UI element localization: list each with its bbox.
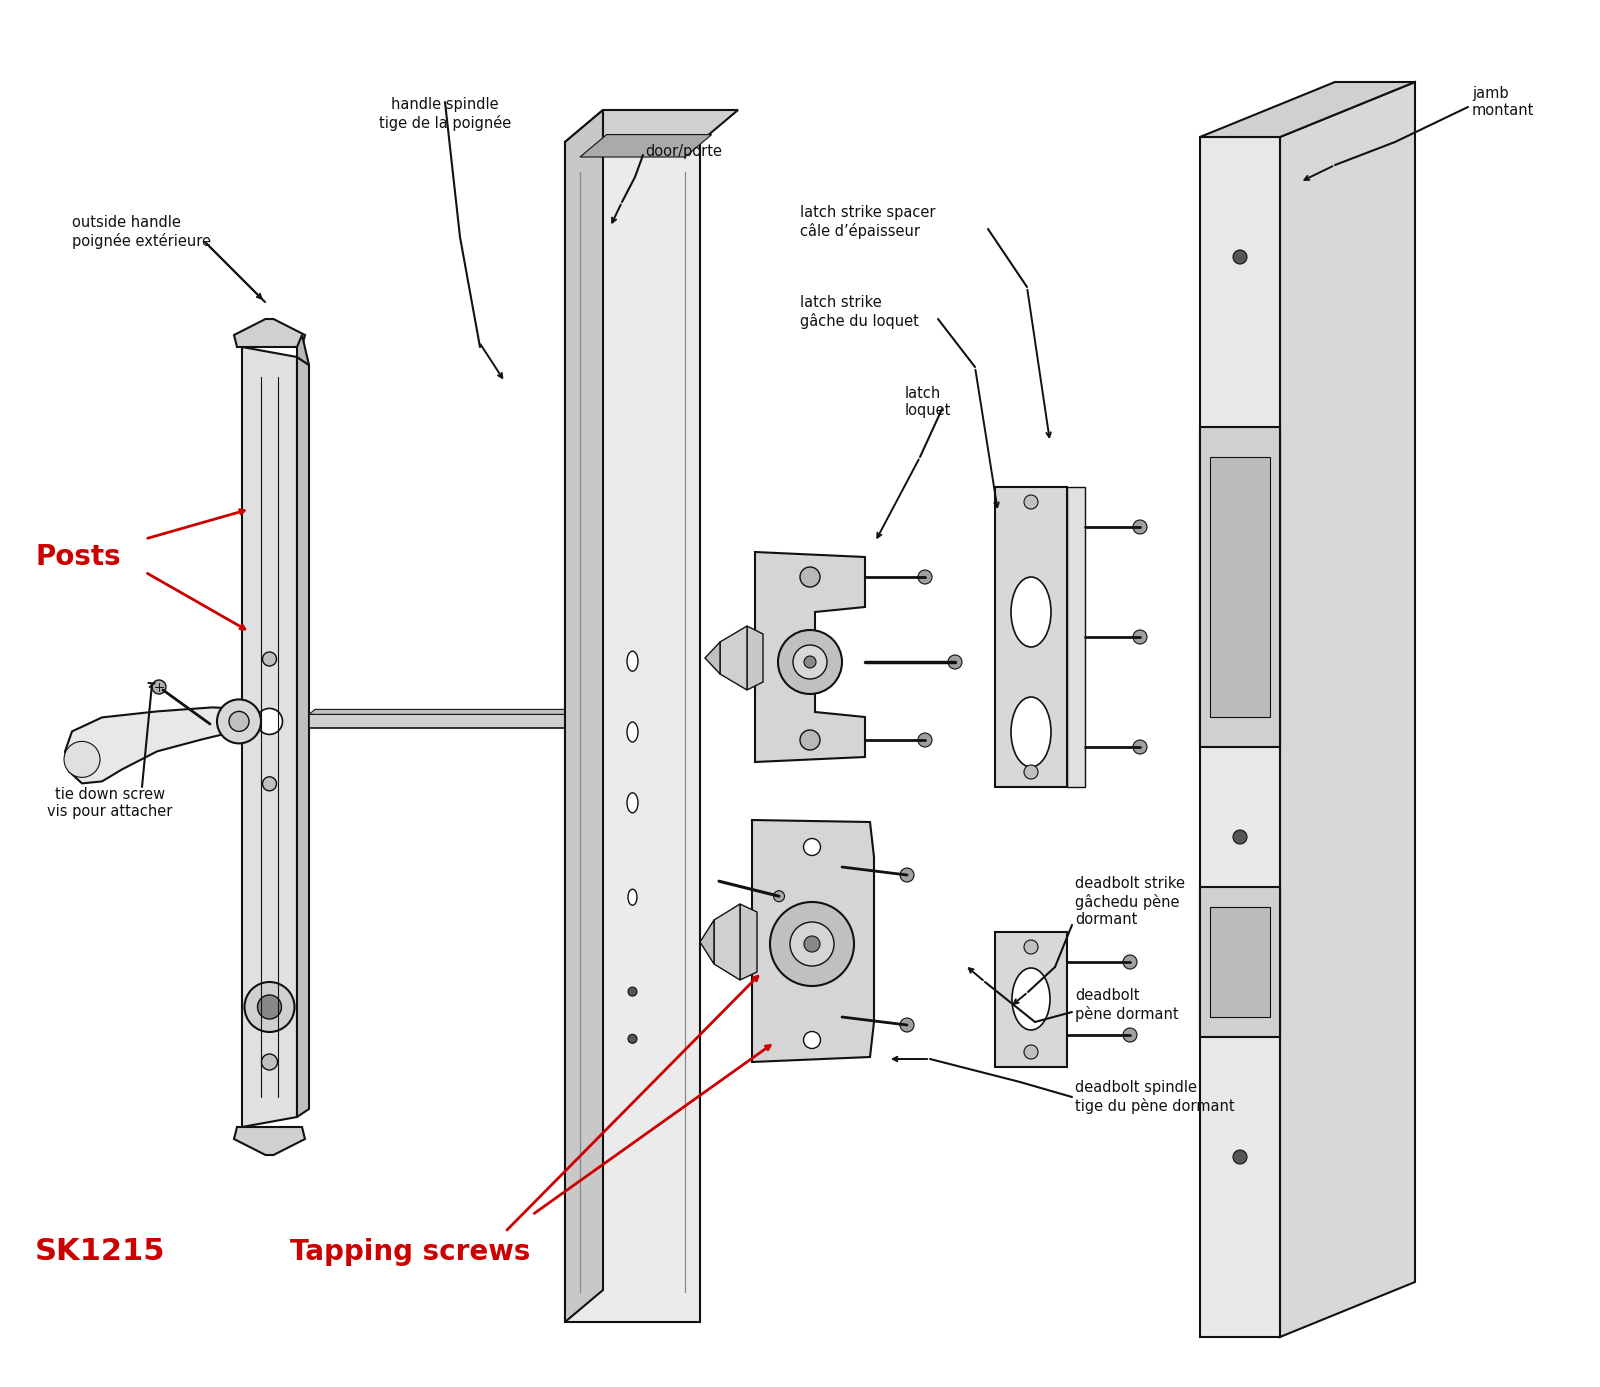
Polygon shape <box>714 904 739 981</box>
Polygon shape <box>234 319 306 347</box>
Circle shape <box>803 936 819 951</box>
Circle shape <box>949 655 962 669</box>
Text: outside handle
poignée extérieure: outside handle poignée extérieure <box>72 215 211 248</box>
Polygon shape <box>1200 888 1280 1037</box>
Polygon shape <box>581 135 712 157</box>
Ellipse shape <box>1011 968 1050 1031</box>
Polygon shape <box>720 626 747 689</box>
Ellipse shape <box>627 1035 637 1043</box>
Circle shape <box>770 902 854 986</box>
Ellipse shape <box>803 839 821 856</box>
Text: Posts: Posts <box>35 542 120 571</box>
Circle shape <box>790 922 834 965</box>
Text: tie down screw
vis pour attacher: tie down screw vis pour attacher <box>48 786 173 820</box>
Polygon shape <box>565 110 603 1322</box>
Text: jamb
montant: jamb montant <box>1472 86 1534 118</box>
Polygon shape <box>995 487 1067 786</box>
Polygon shape <box>565 110 738 141</box>
Circle shape <box>1133 630 1147 644</box>
Polygon shape <box>1280 82 1414 1337</box>
Ellipse shape <box>627 793 638 813</box>
Circle shape <box>1234 829 1246 845</box>
Circle shape <box>261 1054 277 1069</box>
Polygon shape <box>298 336 309 365</box>
Polygon shape <box>242 347 298 1128</box>
Circle shape <box>262 777 277 791</box>
Polygon shape <box>565 141 701 1322</box>
Text: handle spindle
tige de la poignée: handle spindle tige de la poignée <box>379 97 510 130</box>
Circle shape <box>805 656 816 669</box>
Circle shape <box>794 645 827 680</box>
Circle shape <box>1133 741 1147 755</box>
Circle shape <box>64 742 99 777</box>
Circle shape <box>800 567 819 587</box>
Circle shape <box>258 994 282 1019</box>
Text: deadbolt
pène dormant: deadbolt pène dormant <box>1075 988 1179 1022</box>
Polygon shape <box>1210 456 1270 717</box>
Text: deadbolt spindle
tige du pène dormant: deadbolt spindle tige du pène dormant <box>1075 1080 1235 1114</box>
Circle shape <box>1024 495 1038 509</box>
Circle shape <box>1133 520 1147 534</box>
Polygon shape <box>1210 907 1270 1017</box>
Circle shape <box>1024 766 1038 779</box>
Ellipse shape <box>1011 698 1051 767</box>
Text: SK1215: SK1215 <box>35 1237 165 1266</box>
Circle shape <box>918 732 931 748</box>
Circle shape <box>1123 956 1138 970</box>
Circle shape <box>778 630 842 694</box>
Polygon shape <box>755 552 866 761</box>
Polygon shape <box>234 1128 306 1155</box>
Polygon shape <box>747 626 763 689</box>
Polygon shape <box>309 709 571 714</box>
Polygon shape <box>1200 137 1280 1337</box>
Polygon shape <box>1200 82 1414 137</box>
Polygon shape <box>706 642 720 674</box>
Text: deadbolt strike
gâchedu pène
dormant: deadbolt strike gâchedu pène dormant <box>1075 877 1186 928</box>
Circle shape <box>256 709 283 734</box>
Circle shape <box>899 1018 914 1032</box>
Polygon shape <box>995 932 1067 1067</box>
Ellipse shape <box>627 652 638 671</box>
Polygon shape <box>66 707 237 784</box>
Circle shape <box>800 730 819 750</box>
Polygon shape <box>1067 487 1085 786</box>
Circle shape <box>218 699 261 743</box>
Circle shape <box>1024 940 1038 954</box>
Polygon shape <box>701 920 714 964</box>
Circle shape <box>773 890 784 902</box>
Circle shape <box>1123 1028 1138 1042</box>
Circle shape <box>1234 250 1246 264</box>
Circle shape <box>152 680 166 694</box>
Ellipse shape <box>803 1032 821 1049</box>
Ellipse shape <box>627 723 638 742</box>
Circle shape <box>899 868 914 882</box>
Polygon shape <box>1200 427 1280 748</box>
Circle shape <box>918 570 931 584</box>
Text: Tapping screws: Tapping screws <box>290 1239 530 1266</box>
Circle shape <box>1024 1044 1038 1060</box>
Text: door/porte: door/porte <box>645 144 722 160</box>
Polygon shape <box>309 714 565 728</box>
Circle shape <box>1234 1150 1246 1164</box>
Circle shape <box>229 712 250 731</box>
Ellipse shape <box>1011 577 1051 646</box>
Circle shape <box>262 652 277 666</box>
Circle shape <box>245 982 294 1032</box>
Polygon shape <box>752 820 874 1062</box>
Polygon shape <box>739 904 757 981</box>
Ellipse shape <box>627 988 637 996</box>
Polygon shape <box>298 356 309 1117</box>
Text: latch strike
gâche du loquet: latch strike gâche du loquet <box>800 295 918 329</box>
Ellipse shape <box>627 889 637 906</box>
Text: latch strike spacer
câle d’épaisseur: latch strike spacer câle d’épaisseur <box>800 205 936 239</box>
Text: latch
loquet: latch loquet <box>906 386 952 419</box>
